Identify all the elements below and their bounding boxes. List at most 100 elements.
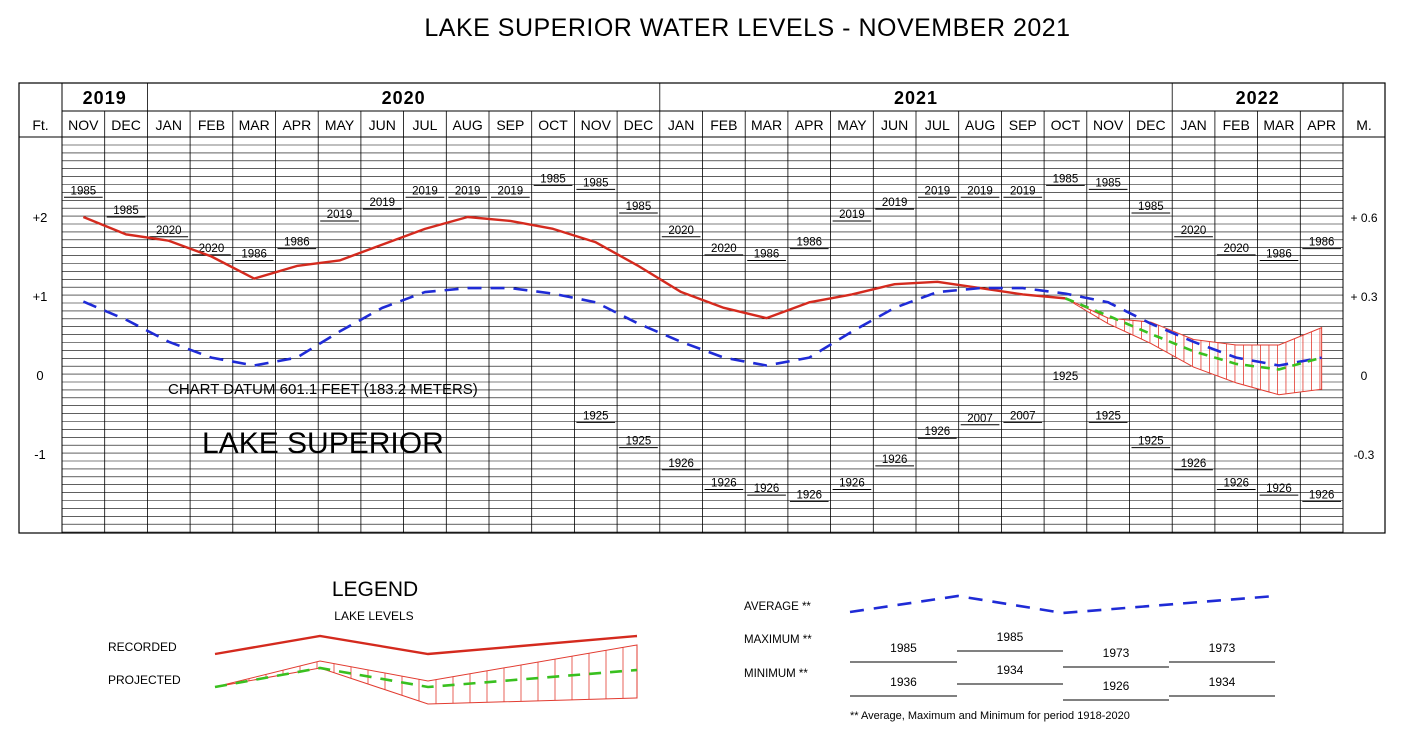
minimum-record-year: 1926 bbox=[1266, 483, 1292, 495]
month-label: DEC bbox=[624, 117, 654, 133]
maximum-record-year: 1986 bbox=[796, 237, 822, 249]
month-label: JUL bbox=[412, 117, 437, 133]
month-label: DEC bbox=[1136, 117, 1166, 133]
month-label: JAN bbox=[668, 117, 694, 133]
legend-maximum-label: MAXIMUM ** bbox=[744, 634, 812, 646]
month-label: FEB bbox=[1223, 117, 1250, 133]
y-tick-m: + 0.3 bbox=[1350, 290, 1377, 304]
series-recorded-line bbox=[82, 215, 1066, 320]
month-label: JUN bbox=[881, 117, 908, 133]
maximum-record-year: 1986 bbox=[754, 248, 780, 260]
y-tick-ft: -1 bbox=[34, 447, 46, 462]
maximum-record-year: 2020 bbox=[668, 225, 694, 237]
maximum-record-year: 2020 bbox=[156, 225, 182, 237]
legend-minimum-year: 1936 bbox=[890, 675, 917, 689]
year-label: 2021 bbox=[894, 88, 938, 108]
legend-minimum-label: MINIMUM ** bbox=[744, 668, 808, 680]
minimum-record-year: 1926 bbox=[754, 483, 780, 495]
legend-minimum-year: 1926 bbox=[1103, 679, 1130, 693]
series-projected-line bbox=[1064, 297, 1322, 371]
legend-projected-label: PROJECTED bbox=[108, 673, 181, 687]
month-label: SEP bbox=[1009, 117, 1037, 133]
lake-name-label: LAKE SUPERIOR bbox=[202, 427, 444, 460]
y-tick-m: + 0.6 bbox=[1350, 211, 1377, 225]
maximum-record-year: 1985 bbox=[71, 185, 97, 197]
chart-title: LAKE SUPERIOR WATER LEVELS - NOVEMBER 20… bbox=[424, 14, 1071, 42]
legend-average-line bbox=[849, 594, 1276, 615]
month-label: OCT bbox=[538, 117, 568, 133]
year-label: 2019 bbox=[83, 88, 127, 108]
month-label: NOV bbox=[581, 117, 612, 133]
minimum-record-year: 1926 bbox=[668, 458, 694, 470]
month-label: AUG bbox=[965, 117, 995, 133]
legend-subtitle: LAKE LEVELS bbox=[334, 609, 413, 623]
maximum-record-year: 1986 bbox=[1266, 248, 1292, 260]
maximum-record-year: 1985 bbox=[583, 177, 609, 189]
month-label: MAR bbox=[751, 117, 782, 133]
maximum-record-year: 2020 bbox=[711, 243, 737, 255]
month-label: FEB bbox=[198, 117, 225, 133]
month-label: JAN bbox=[1180, 117, 1206, 133]
minimum-record-year: 1926 bbox=[796, 489, 822, 501]
month-label: JUL bbox=[925, 117, 950, 133]
maximum-record-year: 2020 bbox=[1223, 243, 1249, 255]
maximum-record-year: 1985 bbox=[113, 205, 139, 217]
maximum-record-year: 2019 bbox=[839, 209, 865, 221]
legend-footnote: ** Average, Maximum and Minimum for peri… bbox=[850, 710, 1130, 722]
y-tick-ft: +2 bbox=[33, 210, 48, 225]
month-label: DEC bbox=[111, 117, 141, 133]
minimum-record-year: 1925 bbox=[626, 436, 652, 448]
maximum-record-year: 2020 bbox=[1181, 225, 1207, 237]
month-label: JAN bbox=[156, 117, 182, 133]
minimum-record-year: 1925 bbox=[583, 410, 609, 422]
minimum-record-year: 1926 bbox=[839, 478, 865, 490]
year-label: 2022 bbox=[1236, 88, 1280, 108]
chart-datum-note: CHART DATUM 601.1 FEET (183.2 METERS) bbox=[168, 381, 478, 398]
legend-projected-band bbox=[214, 644, 638, 705]
legend-projected-line bbox=[214, 666, 638, 689]
minimum-record-year: 1925 bbox=[1095, 410, 1121, 422]
month-label: APR bbox=[795, 117, 824, 133]
month-label: OCT bbox=[1051, 117, 1081, 133]
legend-minimum-year: 1934 bbox=[997, 663, 1024, 677]
maximum-record-year: 1985 bbox=[540, 173, 566, 185]
month-label: FEB bbox=[710, 117, 737, 133]
maximum-record-year: 2019 bbox=[925, 185, 951, 197]
month-label: AUG bbox=[452, 117, 482, 133]
maximum-record-year: 1985 bbox=[1095, 177, 1121, 189]
maximum-record-year: 1985 bbox=[626, 201, 652, 213]
y-tick-ft: 0 bbox=[36, 368, 43, 383]
maximum-record-year: 2019 bbox=[498, 185, 524, 197]
minimum-record-year: 2007 bbox=[967, 413, 993, 425]
maximum-record-year: 2019 bbox=[967, 185, 993, 197]
legend-maximum-year: 1973 bbox=[1209, 641, 1236, 655]
legend-title: LEGEND bbox=[332, 578, 418, 601]
maximum-record-year: 2019 bbox=[1010, 185, 1036, 197]
maximum-record-year: 1985 bbox=[1053, 173, 1079, 185]
legend-minimum-year: 1934 bbox=[1209, 675, 1236, 689]
minimum-record-year: 1926 bbox=[882, 454, 908, 466]
legend-average-label: AVERAGE ** bbox=[744, 601, 811, 613]
maximum-record-year: 1986 bbox=[284, 237, 310, 249]
month-label: NOV bbox=[1093, 117, 1124, 133]
maximum-record-year: 2019 bbox=[369, 197, 395, 209]
minimum-record-year: 1926 bbox=[925, 426, 951, 438]
y-unit-left: Ft. bbox=[32, 117, 48, 133]
y-unit-right: M. bbox=[1356, 117, 1372, 133]
maximum-record-year: 2019 bbox=[412, 185, 438, 197]
minimum-record-year: 1925 bbox=[1138, 436, 1164, 448]
legend-maximum-year: 1985 bbox=[890, 641, 917, 655]
minimum-record-year: 1926 bbox=[1309, 489, 1335, 501]
minimum-record-year: 1926 bbox=[1223, 478, 1249, 490]
maximum-record-year: 2019 bbox=[327, 209, 353, 221]
maximum-record-year: 1986 bbox=[241, 248, 267, 260]
y-tick-ft: +1 bbox=[33, 289, 48, 304]
month-label: MAR bbox=[1263, 117, 1294, 133]
maximum-record-year: 1986 bbox=[1309, 237, 1335, 249]
minimum-record-year: 1926 bbox=[711, 478, 737, 490]
month-label: SEP bbox=[496, 117, 524, 133]
legend-recorded-line bbox=[214, 634, 638, 656]
month-label: APR bbox=[1307, 117, 1336, 133]
legend-recorded-label: RECORDED bbox=[108, 640, 177, 654]
